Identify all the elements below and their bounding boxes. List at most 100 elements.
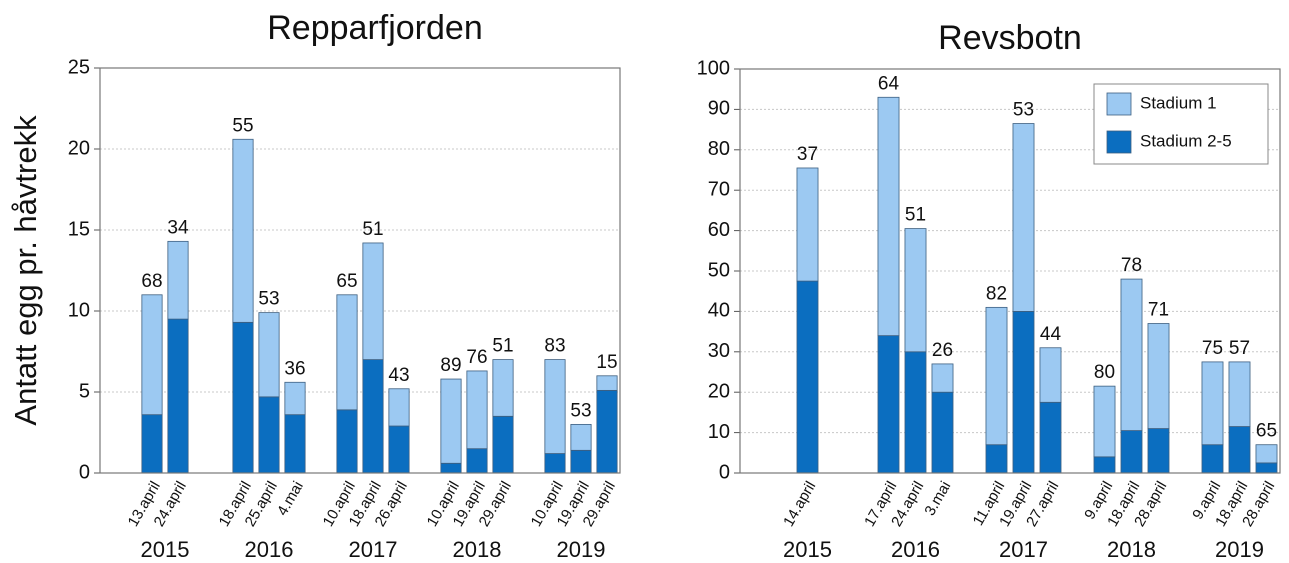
bar-segment — [492, 415, 514, 474]
bar-label: 71 — [1148, 300, 1169, 321]
bar-segment — [1039, 347, 1062, 403]
bar-label: 68 — [141, 271, 162, 292]
bar-label: 51 — [492, 336, 513, 357]
bar-segment — [570, 449, 592, 474]
y-tick-label: 25 — [68, 56, 90, 78]
bar-label: 64 — [878, 73, 900, 94]
y-tick-label: 70 — [708, 178, 730, 200]
bar-segment — [796, 167, 819, 282]
bar-segment — [440, 462, 462, 474]
bar-label: 36 — [284, 358, 305, 379]
bar-label: 53 — [258, 289, 279, 310]
bar-segment — [1039, 401, 1062, 474]
bar-segment — [904, 228, 927, 353]
y-tick-label: 0 — [719, 461, 730, 483]
bar-segment — [466, 448, 488, 474]
bar-segment — [596, 375, 618, 391]
bar-segment — [362, 359, 384, 474]
bar-segment — [466, 370, 488, 450]
plot-frame — [739, 68, 1281, 474]
x-tick-label: 3.mai — [921, 478, 954, 518]
bar-segment — [1255, 444, 1278, 464]
bar-segment — [877, 96, 900, 337]
bar-segment — [544, 453, 566, 474]
legend-swatch — [1106, 130, 1132, 154]
bar-label: 43 — [388, 365, 409, 386]
y-tick-label: 20 — [68, 137, 90, 159]
bar-segment — [258, 312, 280, 398]
bar-segment — [931, 391, 954, 474]
bar-segment — [1093, 385, 1116, 458]
bar-segment — [985, 306, 1008, 446]
year-label: 2019 — [557, 537, 606, 562]
bar-segment — [167, 240, 189, 320]
bar-label: 53 — [1013, 100, 1034, 121]
y-tick-label: 30 — [708, 340, 730, 362]
legend-label: Stadium 1 — [1140, 93, 1217, 112]
bar-segment — [1147, 428, 1170, 474]
chart-title: Repparfjorden — [267, 9, 482, 47]
year-label: 2016 — [245, 537, 294, 562]
bar-label: 53 — [570, 400, 591, 421]
bar-segment — [336, 409, 358, 474]
bar-segment — [141, 414, 163, 474]
y-axis-label: Antatt egg pr. håvtrekk — [8, 115, 43, 426]
bar-label: 89 — [440, 355, 461, 376]
bar-segment — [877, 335, 900, 474]
y-tick-label: 20 — [708, 380, 730, 402]
x-tick-label: 14.april — [780, 478, 819, 529]
bar-segment — [1147, 323, 1170, 429]
bar-segment — [1201, 361, 1224, 446]
year-label: 2018 — [453, 537, 502, 562]
year-label: 2016 — [891, 537, 940, 562]
bar-segment — [1228, 426, 1251, 474]
bar-label: 83 — [544, 336, 565, 357]
y-tick-label: 40 — [708, 300, 730, 322]
bar-label: 51 — [362, 219, 383, 240]
bar-segment — [1093, 456, 1116, 474]
y-tick-label: 5 — [79, 380, 90, 402]
bar-label: 57 — [1229, 338, 1250, 359]
legend-label: Stadium 2-5 — [1140, 131, 1232, 150]
y-tick-label: 10 — [68, 299, 90, 321]
bar-segment — [1201, 444, 1224, 474]
y-tick-label: 15 — [68, 218, 90, 240]
bar-label: 51 — [905, 205, 926, 226]
year-label: 2017 — [349, 537, 398, 562]
bar-segment — [492, 359, 514, 417]
bar-segment — [985, 444, 1008, 474]
bar-label: 44 — [1040, 324, 1062, 345]
y-tick-label: 90 — [708, 98, 730, 120]
bar-segment — [1012, 310, 1035, 474]
year-label: 2018 — [1107, 537, 1156, 562]
bar-segment — [336, 294, 358, 411]
y-tick-label: 10 — [708, 421, 730, 443]
bar-segment — [141, 294, 163, 416]
bar-segment — [544, 359, 566, 454]
y-tick-label: 100 — [697, 57, 730, 79]
year-label: 2015 — [783, 537, 832, 562]
bar-label: 37 — [797, 144, 818, 165]
bar-segment — [1255, 462, 1278, 474]
bar-segment — [596, 389, 618, 474]
year-label: 2015 — [141, 537, 190, 562]
bar-segment — [1012, 123, 1035, 312]
y-tick-label: 50 — [708, 259, 730, 281]
bar-segment — [232, 321, 254, 474]
bar-segment — [1228, 361, 1251, 427]
bar-label: 65 — [1256, 421, 1277, 442]
bar-segment — [362, 242, 384, 361]
bar-label: 76 — [466, 347, 487, 368]
legend-swatch — [1106, 92, 1132, 116]
bar-segment — [232, 138, 254, 323]
bar-segment — [1120, 430, 1143, 474]
bar-label: 15 — [596, 352, 617, 373]
bar-segment — [284, 414, 306, 474]
bar-segment — [388, 388, 410, 427]
bar-segment — [570, 423, 592, 451]
bar-segment — [388, 425, 410, 474]
bar-segment — [1120, 278, 1143, 431]
bar-label: 26 — [932, 340, 953, 361]
y-tick-label: 80 — [708, 138, 730, 160]
